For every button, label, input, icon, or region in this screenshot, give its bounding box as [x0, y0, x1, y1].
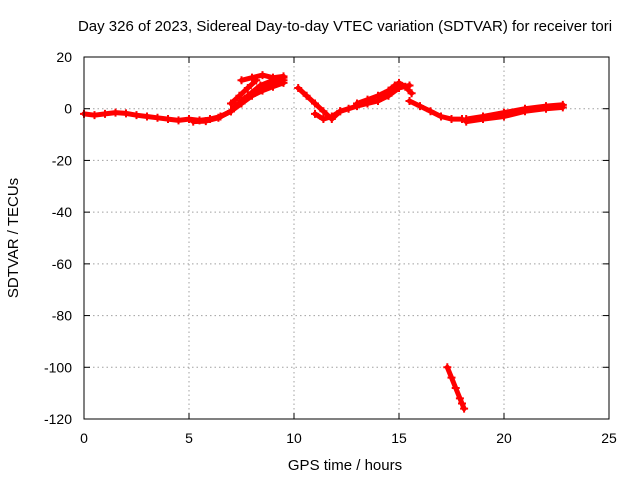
- data-point: [542, 104, 550, 113]
- data-point: [101, 109, 109, 118]
- y-tick-label: -60: [52, 256, 72, 272]
- data-point: [111, 108, 120, 117]
- data-point: [319, 115, 328, 124]
- data-point: [302, 91, 311, 100]
- data-point: [248, 73, 256, 82]
- data-point: [363, 95, 372, 104]
- data-point: [256, 81, 265, 90]
- data-point: [311, 109, 319, 118]
- data-point: [132, 111, 141, 120]
- data-point: [390, 81, 399, 90]
- data-point: [451, 383, 460, 392]
- data-point: [327, 112, 336, 121]
- data-point: [122, 109, 130, 118]
- y-tick-label: -100: [44, 359, 72, 375]
- data-point: [189, 117, 198, 126]
- data-point: [201, 117, 210, 126]
- y-tick-label: -120: [44, 411, 72, 427]
- data-point: [455, 394, 464, 403]
- data-point: [336, 107, 345, 116]
- y-axis-label: SDTVAR / TECUs: [5, 178, 22, 298]
- data-point: [311, 99, 319, 108]
- series-5-track: [228, 77, 259, 106]
- data-point: [558, 103, 567, 112]
- data-point: [395, 78, 403, 87]
- x-tick-label: 0: [80, 430, 88, 446]
- data-point: [384, 86, 393, 95]
- data-point: [269, 73, 277, 82]
- data-point: [143, 112, 151, 121]
- data-point: [216, 112, 225, 121]
- data-point: [460, 404, 469, 413]
- data-point: [227, 99, 235, 108]
- plot-frame: [83, 56, 610, 420]
- data-point: [252, 76, 261, 85]
- data-point: [416, 102, 424, 111]
- data-point: [353, 99, 361, 108]
- data-point: [243, 91, 252, 100]
- data-point: [407, 89, 416, 98]
- data-point: [90, 111, 99, 120]
- y-tick-label: -20: [52, 152, 72, 168]
- data-point: [185, 115, 193, 124]
- data-point: [500, 112, 508, 121]
- data-point: [405, 96, 414, 105]
- x-tick-label: 15: [391, 430, 407, 446]
- data-point: [401, 82, 410, 91]
- data-point: [344, 104, 353, 113]
- data-point: [458, 399, 466, 408]
- data-point: [227, 107, 235, 116]
- data-point: [462, 117, 471, 126]
- data-point: [374, 91, 382, 100]
- data-point: [437, 112, 445, 121]
- x-tick-label: 10: [286, 430, 302, 446]
- y-tick-label: -40: [52, 204, 72, 220]
- data-point: [153, 113, 162, 122]
- data-point: [479, 115, 487, 124]
- series-9-track: [407, 98, 465, 122]
- y-tick-label: 0: [64, 101, 72, 117]
- data-point: [258, 71, 267, 80]
- data-point: [174, 116, 183, 125]
- chart-title: Day 326 of 2023, Sidereal Day-to-day VTE…: [78, 18, 612, 35]
- data-point: [443, 363, 452, 372]
- data-point: [279, 72, 288, 81]
- data-point: [231, 102, 240, 111]
- data-point: [447, 373, 456, 382]
- data-point: [521, 107, 529, 116]
- series-layer: [80, 71, 567, 413]
- data-point: [447, 115, 456, 124]
- x-axis-label: GPS time / hours: [288, 457, 402, 474]
- y-tick-label: 20: [56, 49, 72, 65]
- data-point: [235, 91, 244, 100]
- x-tick-label: 5: [185, 430, 193, 446]
- data-point: [426, 107, 435, 116]
- x-tick-label: 20: [496, 430, 512, 446]
- data-point: [164, 115, 172, 124]
- data-point: [243, 84, 252, 93]
- x-tick-label: 25: [601, 430, 617, 446]
- y-tick-label: -80: [52, 308, 72, 324]
- data-point: [237, 76, 246, 85]
- tick-layer: 0 5 10 15 20 25 20 0 -20 -40 -60 -80 -100 -120: [44, 49, 617, 446]
- data-point: [294, 84, 303, 93]
- data-point: [319, 107, 328, 116]
